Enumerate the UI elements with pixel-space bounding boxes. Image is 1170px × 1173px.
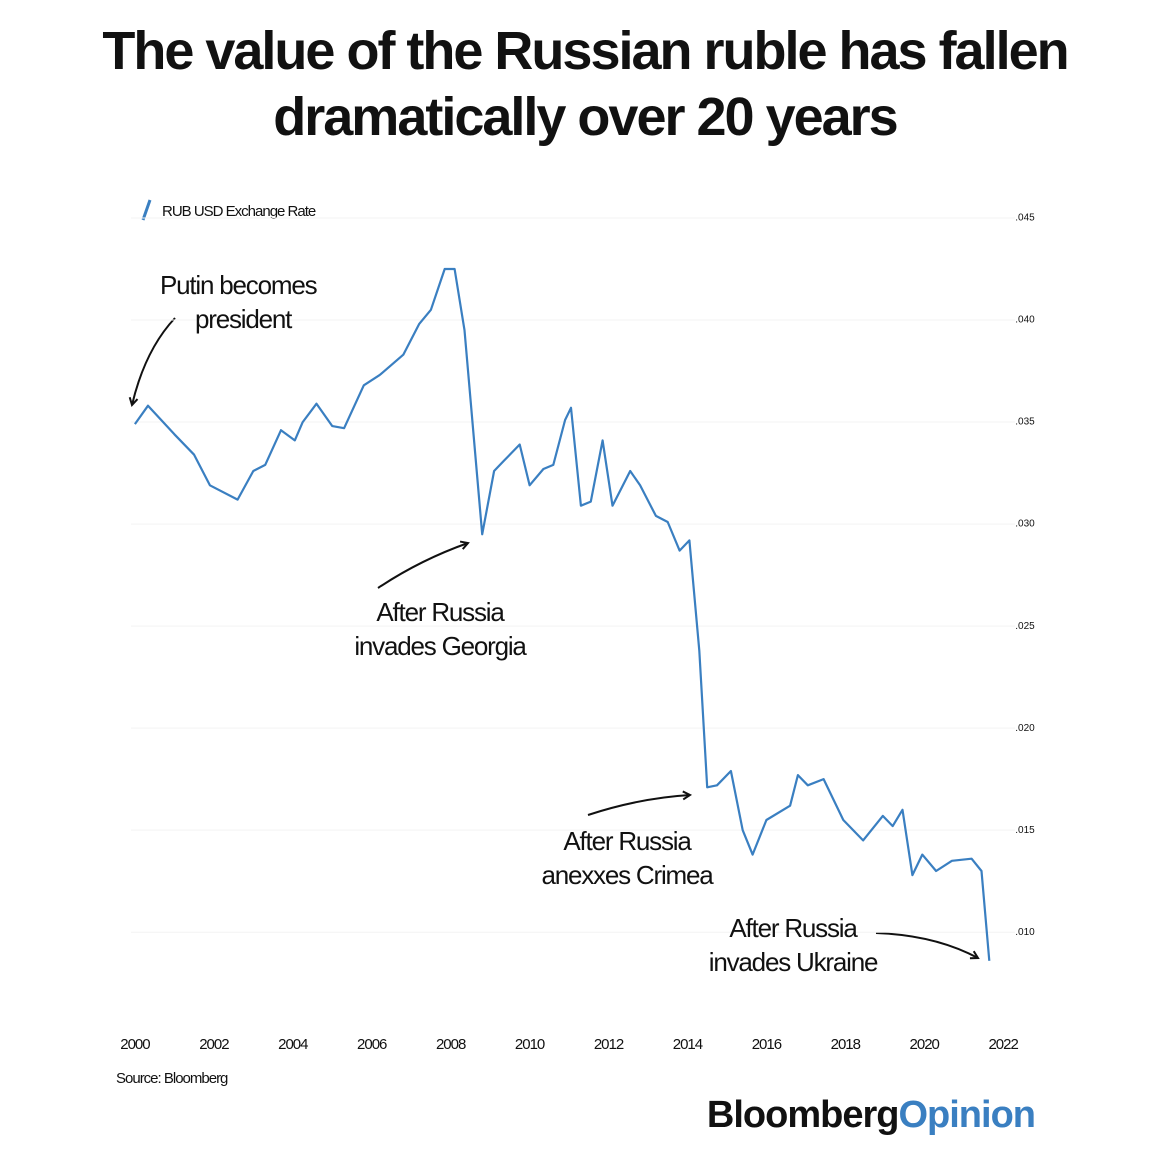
x-tick-label: 2014 <box>673 1036 703 1053</box>
x-tick-label: 2000 <box>120 1036 150 1053</box>
x-tick-label: 2002 <box>199 1036 229 1053</box>
legend-label: RUB USD Exchange Rate <box>162 203 316 220</box>
logo: BloombergOpinion <box>707 1094 1035 1136</box>
x-tick-label: 2012 <box>594 1036 624 1053</box>
y-tick-label: .035 <box>1015 417 1035 428</box>
arrow <box>377 543 468 589</box>
annotation: president <box>195 304 293 334</box>
source: Source: Bloomberg <box>116 1070 228 1087</box>
annotation: invades Georgia <box>354 631 527 661</box>
arrow <box>587 795 690 816</box>
y-tick-label: .040 <box>1015 315 1035 326</box>
y-tick-label: .015 <box>1015 825 1035 836</box>
x-tick-label: 2016 <box>752 1036 782 1053</box>
annotation: invades Ukraine <box>709 947 878 977</box>
y-tick-label: .010 <box>1015 927 1035 938</box>
arrow <box>132 317 176 405</box>
logo-text: Bloomberg <box>707 1094 899 1136</box>
line <box>134 267 991 961</box>
y-tick-label: .020 <box>1015 723 1035 734</box>
annotation: Putin becomes <box>160 270 318 300</box>
x-tick-label: 2010 <box>515 1036 545 1053</box>
x-tick-label: 2006 <box>357 1036 387 1053</box>
x-tick-label: 2022 <box>988 1036 1018 1053</box>
arrow <box>875 932 978 958</box>
y-tick-label: .025 <box>1015 621 1035 632</box>
x-tick-label: 2004 <box>278 1036 308 1053</box>
annotation: After Russia <box>376 597 505 627</box>
annotation: anexxes Crimea <box>541 860 714 890</box>
x-tick-label: 2020 <box>910 1036 940 1053</box>
x-tick-label: 2018 <box>831 1036 861 1053</box>
legend-swatch <box>141 199 152 221</box>
y-tick-label: .030 <box>1015 519 1035 530</box>
annotation: After Russia <box>563 826 692 856</box>
x-tick-label: 2008 <box>436 1036 466 1053</box>
chart-title: The value of the Russian ruble has falle… <box>102 21 1069 147</box>
y-tick-label: .045 <box>1015 213 1035 224</box>
logo-highlight: Opinion <box>898 1094 1035 1136</box>
annotation: After Russia <box>729 913 858 943</box>
